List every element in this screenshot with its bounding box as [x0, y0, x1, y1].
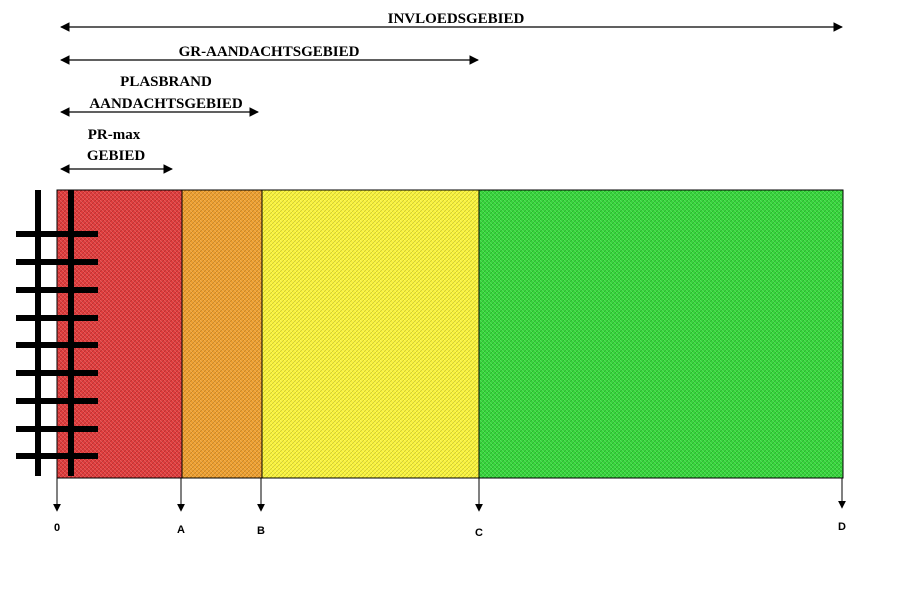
point-label-0: 0 [54, 522, 60, 534]
label-plasbrand-line2: AANDACHTSGEBIED [89, 96, 243, 112]
point-label-a: A [177, 524, 185, 536]
point-label-c: C [475, 527, 483, 539]
zone-orange-texture [182, 190, 262, 478]
distance-markers [53, 478, 846, 512]
label-invloedsgebied: INVLOEDSGEBIED [388, 11, 525, 27]
label-prmax-line2: GEBIED [87, 148, 146, 164]
zones-outline [56, 189, 844, 479]
railway-track-icon [16, 190, 98, 476]
zone-green-texture [479, 190, 843, 478]
label-plasbrand-line1: PLASBRAND [120, 74, 212, 90]
label-gr-aandachtsgebied: GR-AANDACHTSGEBIED [179, 44, 360, 60]
zones [56, 189, 844, 479]
point-label-d: D [838, 521, 846, 533]
label-prmax-line1: PR-max [88, 127, 141, 143]
range-arrows [60, 22, 843, 174]
zone-yellow-texture [262, 190, 479, 478]
point-label-b: B [257, 525, 265, 537]
